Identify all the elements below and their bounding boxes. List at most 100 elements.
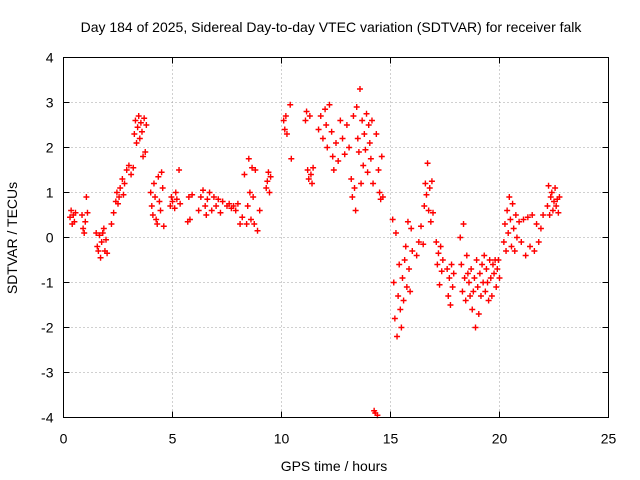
data-point <box>373 131 380 137</box>
data-point <box>68 207 75 214</box>
data-point <box>155 173 162 180</box>
data-point <box>510 225 517 232</box>
data-point <box>549 207 556 214</box>
data-point <box>71 218 78 225</box>
data-point <box>154 221 161 227</box>
data-point <box>537 225 544 232</box>
x-tick-label: 10 <box>274 431 290 447</box>
data-point <box>140 153 147 160</box>
y-tick-label: 4 <box>46 50 54 66</box>
data-point <box>426 185 433 191</box>
data-point <box>249 164 256 171</box>
data-point <box>121 180 128 187</box>
data-point <box>119 176 126 182</box>
data-point <box>409 248 416 254</box>
data-point <box>186 216 193 223</box>
data-point <box>413 252 420 259</box>
data-point <box>427 218 434 225</box>
data-point <box>79 212 86 218</box>
data-point <box>484 279 491 286</box>
data-point <box>362 146 369 153</box>
data-point <box>401 257 408 263</box>
data-point <box>82 218 89 225</box>
x-tick-label: 0 <box>60 431 68 447</box>
data-point <box>485 297 492 304</box>
data-point <box>95 248 102 254</box>
data-point <box>464 270 471 277</box>
data-point <box>287 101 294 108</box>
data-point <box>157 207 164 214</box>
data-point <box>283 131 290 137</box>
data-point <box>173 196 180 203</box>
data-point <box>135 113 142 119</box>
data-point <box>418 223 425 230</box>
data-point <box>438 268 445 275</box>
y-tick-label: 1 <box>46 185 54 201</box>
data-point <box>123 167 130 173</box>
data-point <box>265 169 272 176</box>
data-point <box>489 261 496 268</box>
data-point <box>437 243 444 250</box>
data-point <box>200 187 207 194</box>
data-point <box>481 252 488 259</box>
data-point <box>343 122 350 128</box>
data-point <box>80 225 87 232</box>
data-point <box>348 176 355 182</box>
data-points <box>67 86 563 419</box>
y-tick-label: -2 <box>41 320 54 336</box>
data-point <box>337 117 344 124</box>
data-point <box>395 293 402 299</box>
data-point <box>367 155 374 162</box>
data-point <box>500 239 507 245</box>
data-point <box>400 297 407 304</box>
data-point <box>435 250 442 257</box>
data-point <box>505 230 512 236</box>
data-point <box>116 194 123 200</box>
data-point <box>462 297 469 304</box>
data-point <box>133 140 140 146</box>
data-point <box>507 216 514 223</box>
data-point <box>518 239 525 245</box>
data-point <box>81 230 88 236</box>
data-point <box>531 248 538 254</box>
chart-title: Day 184 of 2025, Sidereal Day-to-day VTE… <box>81 19 583 35</box>
data-point <box>533 221 540 227</box>
data-point <box>130 164 137 171</box>
data-point <box>244 203 251 209</box>
data-point <box>241 171 248 178</box>
data-point <box>120 191 127 198</box>
data-point <box>506 194 513 200</box>
data-point <box>394 333 401 340</box>
data-point <box>306 113 313 119</box>
data-point <box>353 104 360 110</box>
data-point <box>309 180 316 187</box>
data-point <box>219 198 226 205</box>
data-point <box>447 302 454 308</box>
data-point <box>329 153 336 160</box>
data-point <box>540 212 547 218</box>
data-point <box>473 257 480 263</box>
data-point <box>458 261 465 268</box>
data-point <box>245 155 252 162</box>
y-tick-label: -4 <box>41 410 54 426</box>
data-point <box>247 216 254 223</box>
data-point <box>476 270 483 277</box>
data-point <box>328 128 335 135</box>
data-point <box>375 167 382 173</box>
data-point <box>423 191 430 198</box>
data-point <box>252 167 259 173</box>
data-point <box>132 117 139 124</box>
data-point <box>420 241 427 248</box>
data-point <box>282 113 289 119</box>
data-point <box>544 203 551 209</box>
data-point <box>471 275 478 281</box>
data-point <box>444 266 451 272</box>
data-point <box>378 153 385 160</box>
data-point <box>203 212 210 218</box>
data-point <box>436 281 443 288</box>
data-point <box>158 169 165 176</box>
data-point <box>141 115 148 122</box>
data-point <box>445 293 452 299</box>
data-point <box>422 180 429 187</box>
